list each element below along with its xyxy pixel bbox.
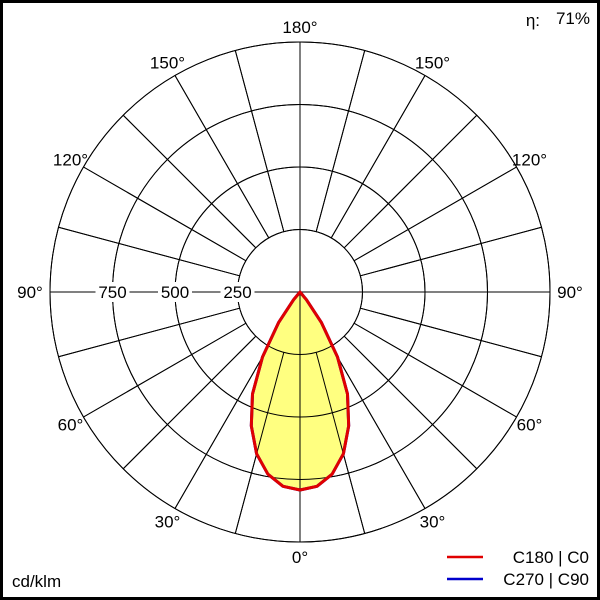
radial-label-bg-750	[95, 282, 130, 302]
grid-spoke-60-overlay	[353, 322, 517, 418]
angle-label-right-120: 120°	[512, 151, 547, 170]
grid-spoke-330-overlay	[174, 345, 270, 509]
grid-spoke-135-overlay	[343, 114, 478, 249]
legend: C180 | C0 C270 | C90	[447, 548, 589, 589]
radial-label-bg-500	[158, 282, 192, 302]
grid-spoke-285-overlay	[58, 307, 240, 358]
grid-spoke-255-overlay	[58, 226, 240, 277]
unit-label: cd/klm	[12, 572, 61, 591]
grid-spoke-240-overlay	[83, 166, 247, 262]
radial-label-750: 750	[98, 283, 126, 302]
angle-label-left-60: 60°	[58, 416, 84, 435]
angle-label-left-30: 30°	[155, 512, 181, 531]
grid-spoke-75-overlay	[360, 307, 542, 358]
radial-label-250: 250	[223, 283, 251, 302]
legend-label-c270-c90: C270 | C90	[503, 570, 589, 589]
angle-label-left-0: 0°	[292, 548, 308, 567]
grid-spoke-315-overlay	[122, 335, 257, 470]
grid-spoke-300-overlay	[83, 322, 247, 418]
series-curve-1	[249, 290, 351, 492]
angle-label-left-90: 90°	[17, 283, 43, 302]
grid-spoke-210-overlay	[174, 75, 270, 239]
efficiency-symbol: η:	[526, 11, 540, 30]
grid-spoke-45-overlay	[343, 335, 478, 470]
grid-spoke-225-overlay	[122, 114, 257, 249]
grid-spoke-15-overlay	[315, 352, 366, 534]
angle-label-left-150: 150°	[150, 54, 185, 73]
grid-spoke-195-overlay	[234, 50, 285, 232]
angle-label-right-30: 30°	[420, 512, 446, 531]
grid-spoke-105-overlay	[360, 226, 542, 277]
angle-label-left-120: 120°	[53, 151, 88, 170]
labels: 180° 150° 120° 90° 60° 30° 0° 150° 120° 90° 60° 30°…	[17, 18, 583, 567]
radial-label-500: 500	[161, 283, 189, 302]
grid-spoke-150-overlay	[330, 75, 426, 239]
angle-label-right-90: 90°	[557, 283, 583, 302]
grid-spoke-120-overlay	[353, 166, 517, 262]
curves	[49, 41, 551, 543]
radial-label-bg-250	[220, 282, 255, 302]
angle-label-left-180: 180°	[282, 18, 317, 37]
angle-label-right-150: 150°	[415, 54, 450, 73]
legend-label-c180-c0: C180 | C0	[513, 548, 589, 567]
grid-overlay	[49, 41, 551, 543]
grid-spoke-345-overlay	[234, 352, 285, 534]
efficiency-value: 71%	[556, 9, 590, 28]
angle-label-right-60: 60°	[517, 416, 543, 435]
grid-spoke-30-overlay	[330, 345, 426, 509]
grid-spoke-165-overlay	[315, 50, 366, 232]
